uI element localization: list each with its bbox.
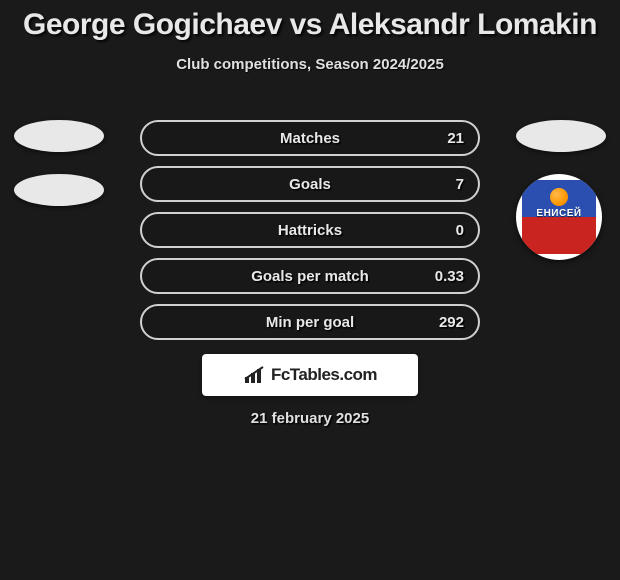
stat-row: Min per goal 292	[140, 304, 480, 340]
subtitle: Club competitions, Season 2024/2025	[0, 56, 620, 73]
stat-label: Hattricks	[278, 222, 342, 239]
title-vs: vs	[290, 8, 322, 41]
chart-icon	[243, 365, 267, 385]
stat-value: 21	[447, 130, 464, 147]
stat-row: Matches 21	[140, 120, 480, 156]
player1-badge-2	[14, 174, 104, 206]
date-label: 21 february 2025	[0, 410, 620, 427]
left-badges	[14, 120, 104, 228]
stat-row: Hattricks 0	[140, 212, 480, 248]
page-title: George Gogichaev vs Aleksandr Lomakin	[0, 0, 620, 42]
title-player1: George Gogichaev	[23, 8, 282, 41]
stat-row: Goals per match 0.33	[140, 258, 480, 294]
stat-value: 7	[456, 176, 464, 193]
stat-label: Goals	[289, 176, 331, 193]
stat-value: 0.33	[435, 268, 464, 285]
fctables-logo: FcTables.com	[202, 354, 418, 396]
player1-badge-1	[14, 120, 104, 152]
club-name: ЕНИСЕЙ	[536, 208, 581, 219]
club-ball-icon	[550, 188, 568, 206]
stat-row: Goals 7	[140, 166, 480, 202]
logo-text: FcTables.com	[271, 365, 377, 385]
stat-label: Matches	[280, 130, 340, 147]
player2-club-badge: ЕНИСЕЙ	[516, 174, 602, 260]
club-shield: ЕНИСЕЙ	[522, 180, 596, 254]
stat-value: 292	[439, 314, 464, 331]
stat-label: Min per goal	[266, 314, 354, 331]
player2-badge-1	[516, 120, 606, 152]
right-badges: ЕНИСЕЙ	[516, 120, 606, 260]
stat-value: 0	[456, 222, 464, 239]
stats-table: Matches 21 Goals 7 Hattricks 0 Goals per…	[140, 120, 480, 350]
title-player2: Aleksandr Lomakin	[329, 8, 597, 41]
stat-label: Goals per match	[251, 268, 369, 285]
